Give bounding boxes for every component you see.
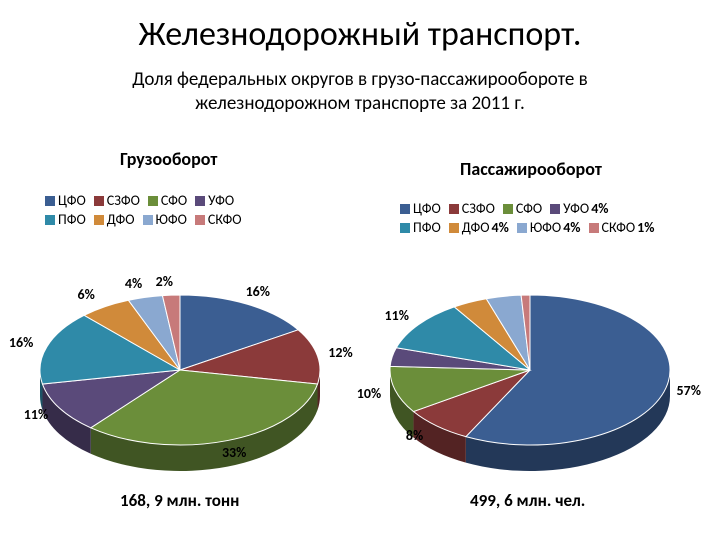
pie-label-СФО: 33% <box>222 444 246 461</box>
legend-item-СКФО: СКФО <box>195 211 242 229</box>
legend-item-УФО: УФО <box>195 192 234 210</box>
legend-item-ПФО: ПФО <box>45 211 86 229</box>
legend-item-ЦФО: ЦФО <box>45 192 86 210</box>
legend-item-СКФО: СКФО1% <box>589 219 655 237</box>
pie-label-СКФО: 2% <box>156 273 173 290</box>
pie-label-ЮФО: 4% <box>125 275 142 292</box>
chart-title-freight: Грузооборот <box>120 148 217 170</box>
legend-freight: ЦФО СЗФО СФО УФО ПФО ДФО ЮФО СКФО <box>45 192 249 231</box>
legend-item-ЦФО: ЦФО <box>400 200 441 218</box>
pie-label-ЦФО: 16% <box>246 283 270 300</box>
caption-freight: 168, 9 млн. тонн <box>120 490 239 511</box>
pie-label-СЗФО: 12% <box>328 344 352 361</box>
caption-passenger: 499, 6 млн. чел. <box>470 490 585 511</box>
legend-item-УФО: УФО4% <box>550 200 608 218</box>
legend-item-ЮФО: ЮФО4% <box>517 219 581 237</box>
pie-label-ДФО: 6% <box>77 286 94 303</box>
legend-item-СФО: СФО <box>503 200 542 218</box>
pie-label-ПФО: 16% <box>9 334 33 351</box>
pie-label-СФО: 10% <box>357 385 381 402</box>
pie-label-СЗФО: 8% <box>406 427 423 444</box>
legend-item-ЮФО: ЮФО <box>143 211 187 229</box>
legend-item-ДФО: ДФО <box>94 211 135 229</box>
legend-item-СФО: СФО <box>148 192 187 210</box>
pie-label-ПФО: 11% <box>385 307 409 324</box>
page-subtitle: Доля федеральных округов в грузо-пассажи… <box>60 68 660 116</box>
pie-label-УФО: 11% <box>24 406 48 423</box>
legend-item-ДФО: ДФО4% <box>449 219 509 237</box>
page-title: Железнодорожный транспорт. <box>0 14 720 55</box>
legend-item-ПФО: ПФО <box>400 219 441 237</box>
pie-chart-freight <box>30 285 330 481</box>
pie-chart-passenger <box>380 285 680 481</box>
chart-title-passenger: Пассажирооборот <box>460 158 602 180</box>
legend-item-СЗФО: СЗФО <box>449 200 495 218</box>
legend-passenger: ЦФО СЗФО СФО УФО4% ПФО ДФО4% ЮФО4% СКФО1% <box>400 200 662 239</box>
legend-item-СЗФО: СЗФО <box>94 192 140 210</box>
pie-label-ЦФО: 57% <box>677 382 701 399</box>
